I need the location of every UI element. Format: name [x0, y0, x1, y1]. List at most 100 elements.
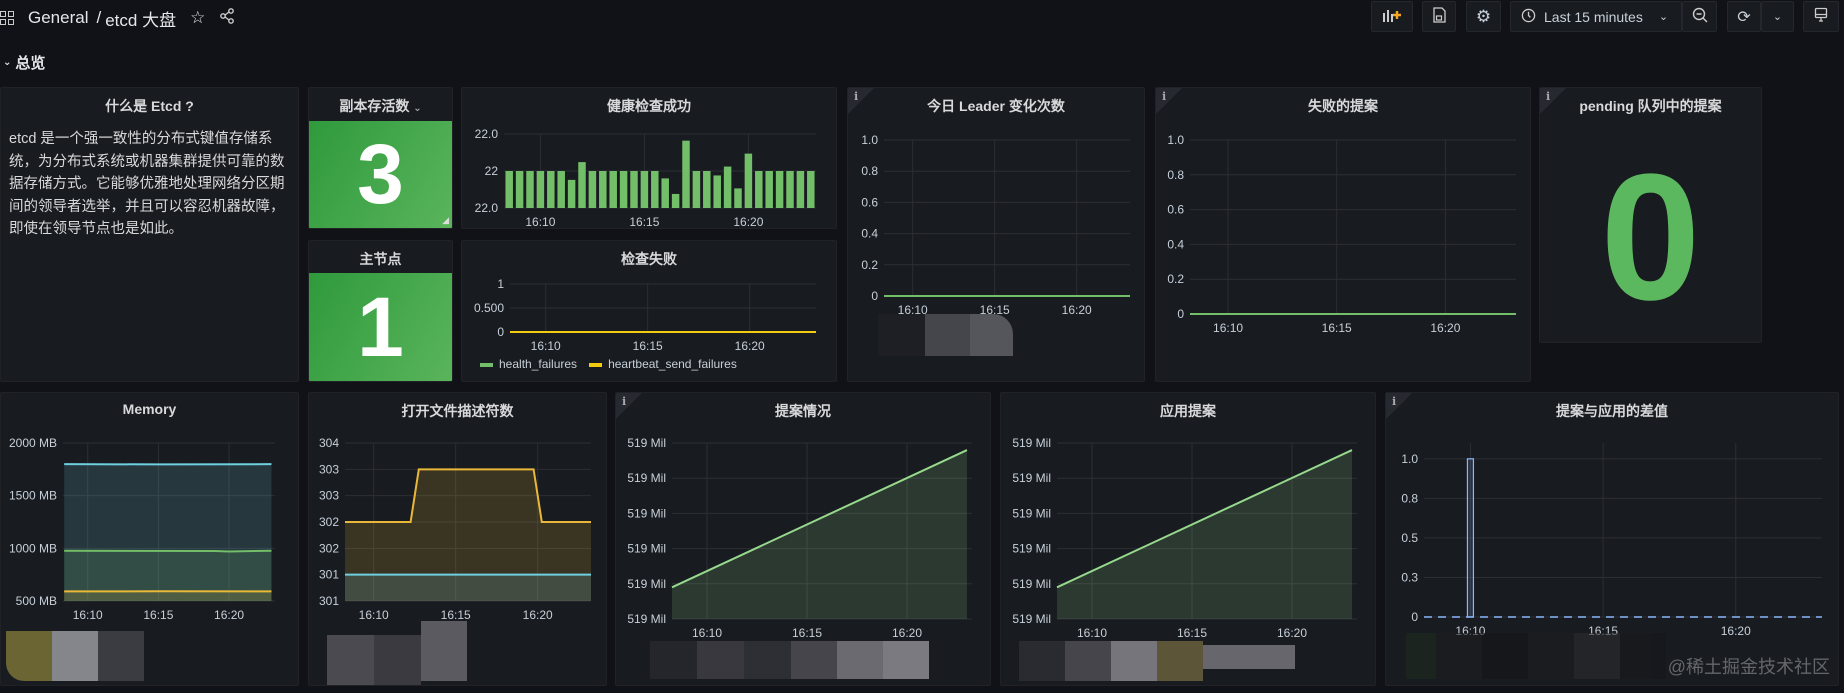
chevron-down-icon: ⌄: [413, 103, 422, 114]
memory-chart: 2000 MB 1500 MB 1000 MB 500 MB 16:10 16:15 16:…: [9, 436, 275, 622]
y-tick-label: 519 Mil: [627, 506, 666, 520]
series-area: [345, 574, 591, 601]
y-tick-label: 301: [319, 568, 339, 582]
y-tick-label: 0.4: [861, 227, 878, 241]
info-corner[interactable]: [1156, 88, 1182, 114]
bar: [588, 171, 597, 208]
stat-value: 0: [1600, 137, 1701, 338]
panel-title: 失败的提案: [1308, 98, 1378, 114]
refresh-icon: ⟳: [1737, 8, 1751, 26]
info-corner[interactable]: [1540, 88, 1566, 114]
y-tick-label: 0.8: [861, 164, 878, 178]
watermark: @稀土掘金技术社区: [1667, 657, 1830, 677]
y-tick-label: 303: [319, 489, 339, 503]
x-tick-label: 16:15: [1177, 626, 1207, 640]
bar: [755, 171, 763, 208]
panel-title[interactable]: 副本存活数 ⌄: [309, 96, 452, 116]
x-tick-label: 16:20: [892, 626, 922, 640]
breadcrumb-folder[interactable]: General: [28, 8, 89, 27]
info-corner[interactable]: [1386, 393, 1412, 419]
star-icon[interactable]: ☆: [190, 8, 206, 27]
y-tick-label: 0: [497, 325, 504, 339]
legend-item-heartbeat-send-failures[interactable]: heartbeat_send_failures: [589, 357, 737, 371]
zoom-out-button[interactable]: [1682, 1, 1717, 32]
x-tick-label: 16:10: [1077, 626, 1107, 640]
bar: [661, 178, 669, 208]
time-range-picker[interactable]: Last 15 minutes ⌄: [1510, 1, 1682, 32]
resize-handle-icon[interactable]: ◢: [442, 215, 449, 225]
info-icon[interactable]: i: [854, 90, 859, 103]
y-tick-label: 304: [319, 436, 339, 450]
bar: [671, 193, 680, 208]
tv-mode-button[interactable]: [1803, 1, 1839, 32]
y-tick-label: 1.0: [1401, 452, 1418, 466]
info-corner[interactable]: [616, 393, 642, 419]
y-tick-label: 519 Mil: [1012, 471, 1051, 485]
bar: [692, 171, 701, 208]
y-tick-label: 519 Mil: [1012, 612, 1051, 626]
refresh-interval-dropdown[interactable]: ⌄: [1761, 1, 1794, 32]
info-icon[interactable]: i: [622, 395, 627, 408]
legend-item-health-failures[interactable]: health_failures: [480, 357, 577, 371]
panel-title: Memory: [122, 401, 177, 417]
panel-check-failures: 检查失败 1 0.500 0 16:10 16:15 16:20 health_failu…: [461, 240, 837, 382]
y-tick-label: 519 Mil: [627, 612, 666, 626]
add-panel-button[interactable]: [1371, 1, 1413, 32]
share-icon[interactable]: [219, 7, 235, 29]
bar: [703, 171, 711, 208]
bar: [713, 175, 721, 208]
series-line: [345, 468, 591, 523]
bar: [619, 171, 628, 208]
health-success-chart: 22.0 22 22.0 16:10 16:15 16:20: [475, 127, 816, 229]
bar: [807, 171, 815, 208]
tv-icon: [1814, 7, 1828, 26]
series-area: [672, 450, 967, 619]
y-tick-label: 0.5: [1401, 531, 1418, 545]
refresh-button[interactable]: ⟳: [1727, 1, 1761, 32]
save-icon: [1432, 7, 1446, 26]
bar: [526, 171, 534, 208]
panel-proposal-apply-diff: i 提案与应用的差值 1.0 0.8 0.5 0.3 0 16:10 16:15 16:20 …: [1385, 392, 1839, 686]
panel-applied-proposals: 应用提案 519 Mil 519 Mil 519 Mil 519 Mil 519 Mil…: [1000, 392, 1376, 686]
panel-open-fds: 打开文件描述符数 304 303 303 302 302 301 301 16:10 16:15…: [308, 392, 607, 686]
panel-what-is-etcd: 什么是 Etcd ? etcd 是一个强一致性的分布式键值存储系统，为分布式系统…: [0, 87, 299, 382]
save-dashboard-button[interactable]: [1422, 1, 1456, 32]
info-icon[interactable]: i: [1162, 90, 1167, 103]
y-tick-label: 0.2: [1167, 272, 1184, 286]
y-tick-label: 519 Mil: [1012, 436, 1051, 450]
bar: [796, 171, 805, 208]
y-tick-label: 519 Mil: [627, 577, 666, 591]
info-icon[interactable]: i: [1392, 395, 1397, 408]
x-tick-label: 16:20: [1721, 624, 1751, 638]
dashboard-title[interactable]: etcd 大盘: [105, 10, 177, 30]
panel-health-check-success: 健康检查成功 22.0 22 22.0 16:10 16:15 16:20: [461, 87, 837, 229]
redacted-legend: [1406, 633, 1706, 679]
row-header-overview[interactable]: ⌄ 总览: [3, 52, 45, 73]
series-line: [671, 449, 968, 589]
bar: [640, 171, 649, 208]
breadcrumb-separator: /: [96, 8, 102, 27]
y-tick-label: 1000 MB: [9, 541, 57, 555]
panel-title: 应用提案: [1160, 403, 1216, 419]
x-tick-label: 16:15: [441, 608, 471, 622]
y-tick-label: 302: [319, 515, 339, 529]
apps-grid-icon[interactable]: [0, 11, 14, 25]
bar: [578, 162, 586, 208]
info-corner[interactable]: [848, 88, 874, 114]
y-tick-label: 1.0: [1167, 133, 1184, 147]
y-tick-label: 301: [319, 594, 339, 608]
info-icon[interactable]: i: [1546, 90, 1551, 103]
leader-changes-chart: 1.0 0.8 0.6 0.4 0.2 0 16:10 16:15 16:20: [861, 133, 1130, 317]
y-tick-label: 0.6: [861, 195, 878, 209]
dashboard-settings-button[interactable]: ⚙: [1466, 1, 1501, 32]
bar: [723, 166, 732, 208]
series-area: [64, 591, 272, 601]
redacted-legend: [650, 641, 930, 679]
x-tick-label: 16:20: [1430, 321, 1460, 335]
x-tick-label: 16:15: [629, 215, 659, 229]
series-line: [64, 549, 272, 553]
applied-proposals-chart: 519 Mil 519 Mil 519 Mil 519 Mil 519 Mil 519 M…: [1012, 436, 1357, 640]
series-line: [1056, 449, 1353, 589]
y-tick-label: 22.0: [475, 127, 499, 141]
